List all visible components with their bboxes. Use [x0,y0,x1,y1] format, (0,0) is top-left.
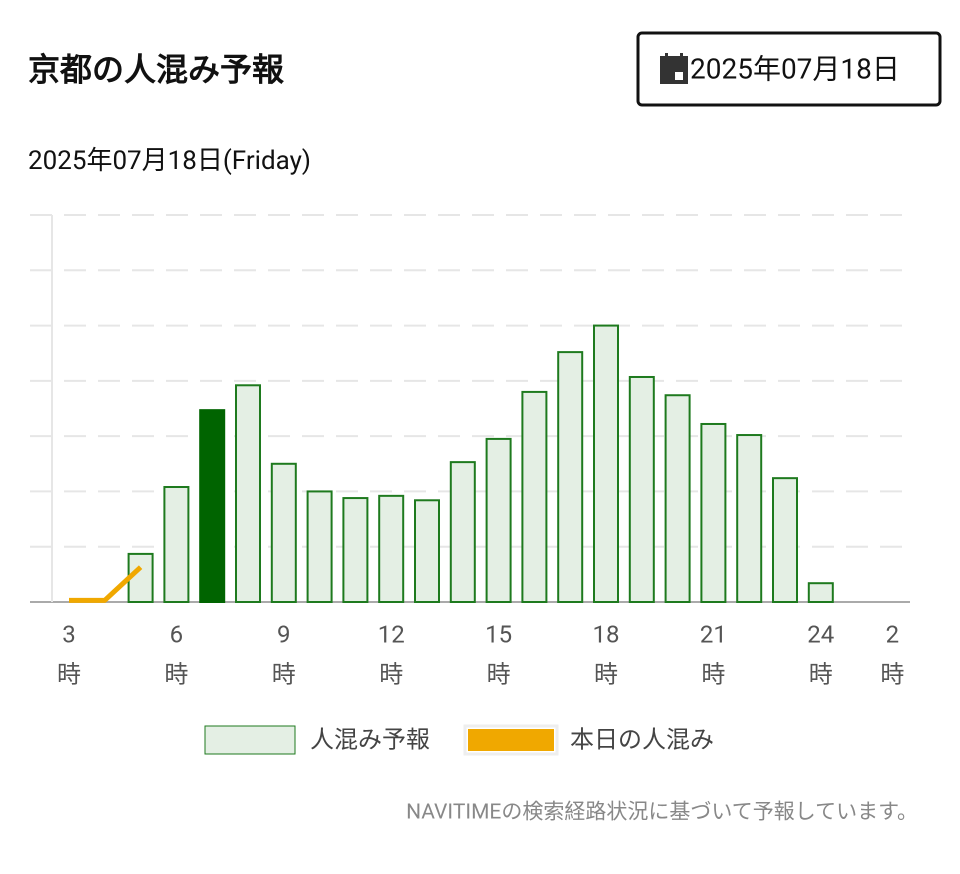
x-tick-label: 15 [485,620,512,648]
x-tick-unit: 時 [487,660,511,688]
bar [270,462,297,603]
x-tick-label: 24 [807,620,834,648]
x-tick-unit: 時 [809,660,833,688]
bar [378,494,405,604]
bar [414,499,440,604]
page-title: 京都の人混み予報 [28,50,284,88]
chart-subtitle: 2025年07月18日(Friday) [28,146,311,176]
bar [306,490,333,603]
legend: 人混み予報 本日の人混み [204,724,714,756]
x-tick-unit: 時 [880,660,904,688]
line [69,565,143,603]
bar [700,422,727,604]
bar [772,477,798,603]
legend-swatch [468,729,554,751]
x-tick-unit: 時 [701,660,725,688]
bar [235,384,261,603]
bar [199,409,226,603]
x-tick-label: 12 [378,620,405,648]
x-tick-label: 2 [886,620,900,648]
bar [664,394,691,603]
bar [593,324,619,603]
legend-swatch-border [463,724,559,756]
calendar-icon [660,53,688,84]
x-tick-unit: 時 [594,660,618,688]
x-tick-label: 3 [62,620,76,648]
legend-label: 人混み予報 [310,725,430,753]
bar [163,486,190,603]
bar [521,390,548,603]
date-button[interactable]: 2025年07月18日 [636,31,942,107]
footnote: NAVITIMEの検索経路状況に基づいて予報しています。 [406,801,918,825]
x-tick-unit: 時 [164,660,188,688]
date-button-label[interactable]: 2025年07月18日 [690,52,900,85]
x-tick-label: 6 [170,620,184,648]
x-tick-label: 18 [593,620,620,648]
bar [736,434,763,603]
bar [628,375,655,604]
date-button-frame[interactable] [636,31,942,107]
bar [807,582,834,604]
bar [557,351,584,604]
legend-swatch [204,725,296,755]
legend-label: 本日の人混み [570,725,714,753]
bar [449,461,476,603]
x-tick-unit: 時 [57,660,81,688]
x-tick-label: 9 [277,620,291,648]
x-tick-label: 21 [700,620,727,648]
bar [485,437,512,603]
x-tick-unit: 時 [379,660,403,688]
bar [342,497,369,604]
x-tick-unit: 時 [272,660,296,688]
